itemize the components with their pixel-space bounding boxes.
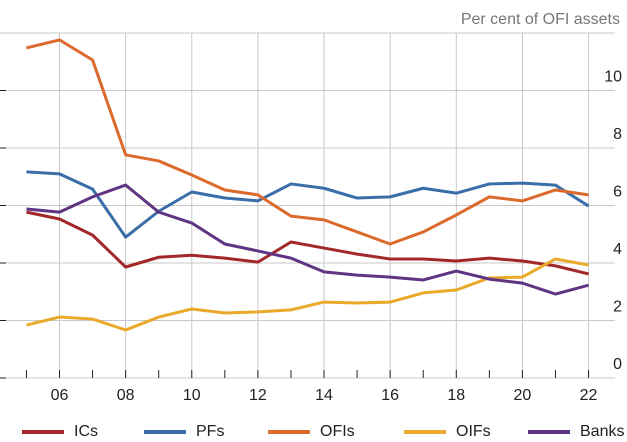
legend-label: Banks (580, 423, 624, 440)
legend-label: OFIs (320, 423, 355, 440)
x-tick-label: 12 (249, 387, 267, 404)
y-tick-label: 2 (613, 299, 622, 316)
series-line (26, 257, 589, 332)
x-tick-label: 18 (447, 387, 465, 404)
x-tick-label: 08 (117, 387, 135, 404)
legend-label: OIFs (456, 423, 491, 440)
x-tick-label: 14 (315, 387, 333, 404)
series-line (26, 210, 589, 276)
x-tick-label: 16 (381, 387, 399, 404)
x-tick-label: 20 (514, 387, 532, 404)
series-line (26, 183, 589, 296)
x-tick-label: 06 (51, 387, 69, 404)
legend-label: ICs (74, 423, 98, 440)
x-tick-label: 22 (580, 387, 598, 404)
y-tick-label: 4 (613, 241, 622, 258)
chart-title: Per cent of OFI assets (461, 11, 620, 28)
x-tick-label: 10 (183, 387, 201, 404)
y-tick-label: 10 (604, 69, 622, 86)
series-line (26, 170, 590, 239)
series-line (26, 38, 589, 246)
y-tick-label: 6 (613, 184, 622, 201)
legend-label: PFs (196, 423, 224, 440)
y-tick-label: 8 (613, 126, 622, 143)
y-tick-label: 0 (613, 356, 622, 373)
